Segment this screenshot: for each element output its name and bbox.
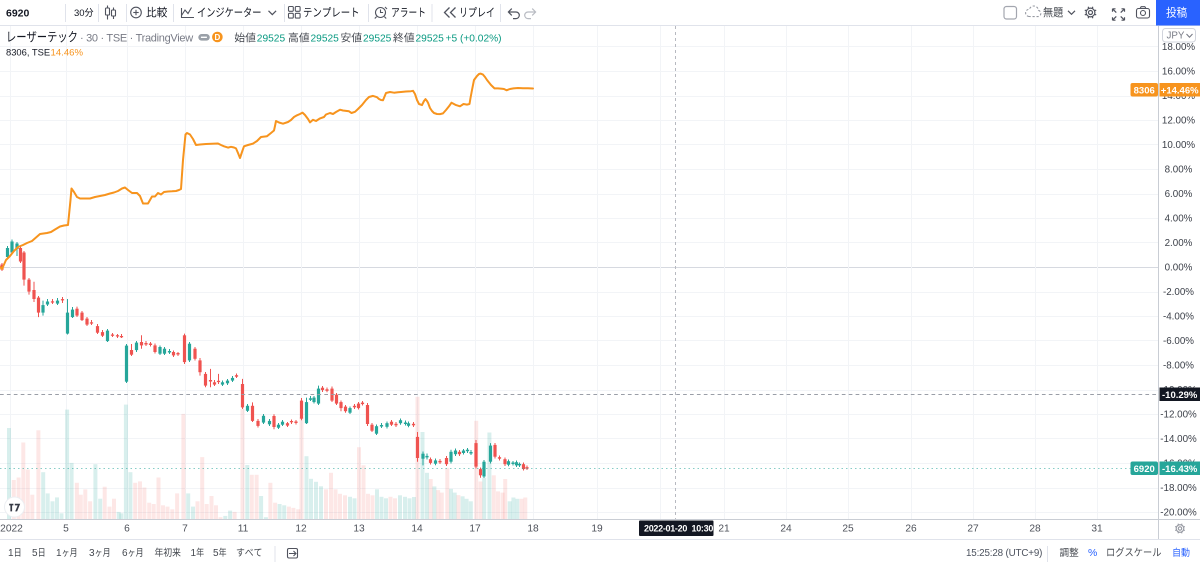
svg-text:-16.43%: -16.43% <box>1162 464 1198 475</box>
svg-text:1: 1 <box>56 548 62 559</box>
svg-text:25: 25 <box>842 524 854 535</box>
svg-text:2022: 2022 <box>0 524 23 535</box>
svg-text:8.00%: 8.00% <box>1165 165 1193 176</box>
svg-text:28: 28 <box>1029 524 1041 535</box>
svg-text:6920: 6920 <box>1134 464 1155 475</box>
svg-text:0.00%: 0.00% <box>1165 263 1193 274</box>
svg-text:10.00%: 10.00% <box>1162 140 1196 151</box>
svg-text:29525: 29525 <box>311 34 340 45</box>
svg-text:-20.00%: -20.00% <box>1160 508 1197 519</box>
svg-text:4.00%: 4.00% <box>1165 214 1193 225</box>
svg-text:-10.29%: -10.29% <box>1162 390 1198 401</box>
svg-text:+14.46%: +14.46% <box>1161 85 1199 96</box>
svg-text:6.00%: 6.00% <box>1165 189 1193 200</box>
svg-text:-2.00%: -2.00% <box>1163 287 1194 298</box>
svg-text:-8.00%: -8.00% <box>1163 361 1194 372</box>
svg-text:6: 6 <box>124 524 130 535</box>
svg-text:D: D <box>215 33 221 42</box>
svg-text:14.46%: 14.46% <box>51 48 84 59</box>
svg-text:JPY: JPY <box>1167 31 1185 42</box>
svg-text:10:30: 10:30 <box>692 524 714 534</box>
svg-text:2.00%: 2.00% <box>1165 238 1193 249</box>
svg-text:6: 6 <box>122 548 128 559</box>
svg-text:31: 31 <box>1091 524 1103 535</box>
svg-text:7: 7 <box>182 524 188 535</box>
svg-text:· 30 · TSE · TradingView: · 30 · TSE · TradingView <box>80 33 193 45</box>
svg-text:8306: 8306 <box>1134 85 1155 96</box>
svg-text:3: 3 <box>89 548 95 559</box>
svg-text:26: 26 <box>905 524 917 535</box>
svg-text:5: 5 <box>63 524 69 535</box>
svg-text:1: 1 <box>8 548 14 559</box>
svg-text:17: 17 <box>469 524 481 535</box>
svg-text:11: 11 <box>238 524 249 535</box>
svg-text:1: 1 <box>191 548 197 559</box>
svg-text:-12.00%: -12.00% <box>1160 410 1197 421</box>
svg-text:18.00%: 18.00% <box>1162 42 1196 53</box>
svg-text:8306, TSE: 8306, TSE <box>6 47 50 58</box>
svg-text:15:25:28 (UTC+9): 15:25:28 (UTC+9) <box>966 548 1042 559</box>
svg-text:29525: 29525 <box>416 34 445 45</box>
svg-text:12.00%: 12.00% <box>1162 116 1196 127</box>
svg-text:%: % <box>1088 547 1097 559</box>
svg-text:21: 21 <box>718 524 730 535</box>
svg-text:6920: 6920 <box>6 8 30 20</box>
svg-text:-14.00%: -14.00% <box>1160 434 1197 445</box>
svg-text:-18.00%: -18.00% <box>1160 483 1197 494</box>
svg-text:2022-01-20: 2022-01-20 <box>644 524 687 534</box>
svg-text:12: 12 <box>295 524 307 535</box>
svg-text:24: 24 <box>780 524 792 535</box>
svg-text:29525: 29525 <box>257 34 286 45</box>
svg-text:29525: 29525 <box>363 34 392 45</box>
svg-text:-4.00%: -4.00% <box>1163 312 1194 323</box>
svg-text:13: 13 <box>353 524 365 535</box>
svg-text:27: 27 <box>967 524 979 535</box>
svg-text:18: 18 <box>527 524 539 535</box>
svg-text:-6.00%: -6.00% <box>1163 336 1194 347</box>
svg-text:16.00%: 16.00% <box>1162 67 1196 78</box>
svg-text:14: 14 <box>411 524 423 535</box>
svg-text:30: 30 <box>74 8 85 19</box>
svg-text:+5 (+0.02%): +5 (+0.02%) <box>446 34 502 45</box>
svg-text:19: 19 <box>591 524 603 535</box>
svg-text:5: 5 <box>213 548 219 559</box>
svg-text:5: 5 <box>32 548 38 559</box>
